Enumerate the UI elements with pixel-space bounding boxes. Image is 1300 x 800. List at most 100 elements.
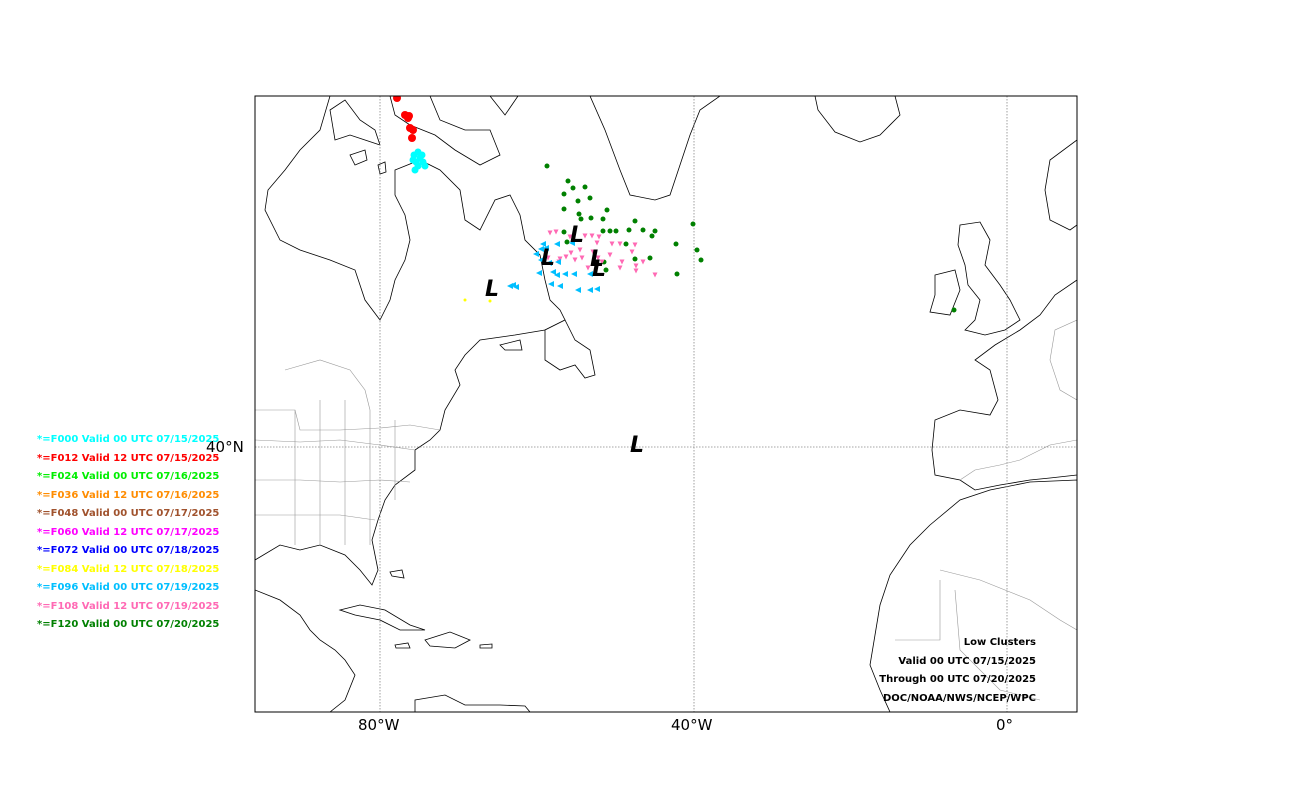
f120-marker bbox=[544, 163, 550, 169]
f120-marker bbox=[582, 184, 588, 190]
f108-marker bbox=[590, 249, 596, 255]
legend-item: *=F060 Valid 12 UTC 07/17/2025 bbox=[37, 526, 220, 538]
legend-item: *=F000 Valid 00 UTC 07/15/2025 bbox=[37, 434, 220, 445]
f096-marker bbox=[571, 271, 577, 277]
f108-marker bbox=[553, 229, 559, 235]
political-borders bbox=[255, 319, 1077, 701]
f108-marker bbox=[633, 263, 639, 269]
f120-marker bbox=[561, 206, 567, 212]
x-tick-0: 0° bbox=[996, 716, 1014, 734]
legend-item: *=F120 Valid 00 UTC 07/20/2025 bbox=[37, 619, 220, 630]
legend-item: *=F036 Valid 12 UTC 07/16/2025 bbox=[37, 489, 220, 501]
f108-marker bbox=[607, 252, 613, 258]
f120-marker bbox=[587, 195, 593, 201]
f084-marker bbox=[488, 299, 492, 303]
f120-marker bbox=[623, 241, 629, 247]
f120-marker bbox=[626, 227, 632, 233]
f096-marker bbox=[538, 257, 544, 263]
baffin-islands bbox=[329, 96, 501, 175]
f000-marker bbox=[409, 156, 417, 164]
credits-title: Low Clusters bbox=[963, 637, 1036, 648]
f120-marker bbox=[600, 216, 606, 222]
f108-marker bbox=[632, 242, 638, 248]
f108-marker bbox=[640, 259, 646, 265]
f096-marker bbox=[587, 271, 593, 277]
caribbean-islands bbox=[338, 569, 531, 712]
map-border bbox=[254, 95, 1078, 713]
f108-marker bbox=[617, 241, 623, 247]
f108-marker bbox=[596, 234, 602, 240]
f108-marker bbox=[545, 255, 551, 261]
legend-item: *=F012 Valid 12 UTC 07/15/2025 bbox=[37, 452, 220, 464]
f000-marker bbox=[418, 151, 426, 159]
f096-marker bbox=[594, 286, 600, 292]
f096-marker bbox=[543, 245, 549, 251]
low-symbol: L bbox=[592, 257, 606, 282]
f108-marker bbox=[594, 240, 600, 246]
europe-africa-land bbox=[869, 139, 1077, 712]
f108-marker bbox=[595, 255, 601, 261]
credits-agency: DOC/NOAA/NWS/NCEP/WPC bbox=[883, 692, 1036, 704]
newfoundland bbox=[499, 319, 596, 379]
low-symbol: L bbox=[590, 247, 604, 272]
f108-marker bbox=[557, 256, 563, 262]
x-tick-80w: 80°W bbox=[358, 716, 400, 734]
f108-marker bbox=[609, 241, 615, 247]
f120-marker bbox=[578, 216, 584, 222]
greenland-land bbox=[489, 96, 901, 201]
f120-marker bbox=[607, 228, 613, 234]
legend-item: *=F072 Valid 00 UTC 07/18/2025 bbox=[37, 545, 220, 556]
f120-marker bbox=[576, 211, 582, 217]
f012-marker bbox=[408, 134, 416, 142]
f108-marker bbox=[567, 234, 573, 240]
f108-marker bbox=[633, 268, 639, 274]
f120-marker bbox=[613, 228, 619, 234]
f096-marker bbox=[513, 284, 519, 290]
f120-marker bbox=[674, 271, 680, 277]
f108-marker bbox=[589, 233, 595, 239]
f120-marker bbox=[698, 257, 704, 263]
f120-marker bbox=[561, 229, 567, 235]
low-symbol: L bbox=[630, 433, 644, 458]
f096-marker bbox=[554, 272, 560, 278]
legend-item: *=F024 Valid 00 UTC 07/16/2025 bbox=[37, 471, 220, 482]
f096-marker bbox=[507, 283, 513, 289]
f120-marker bbox=[951, 307, 957, 313]
f120-marker bbox=[565, 178, 571, 184]
f012-marker bbox=[393, 96, 401, 102]
f108-marker bbox=[619, 259, 625, 265]
f096-marker bbox=[533, 251, 539, 257]
f096-marker bbox=[562, 271, 568, 277]
f096-marker bbox=[540, 241, 546, 247]
f096-marker bbox=[575, 287, 581, 293]
f108-marker bbox=[572, 257, 578, 263]
f120-marker bbox=[690, 221, 696, 227]
low-symbol: L bbox=[541, 246, 555, 271]
f108-marker bbox=[582, 233, 588, 239]
legend-item: *=F084 Valid 12 UTC 07/18/2025 bbox=[37, 563, 220, 575]
legend-item: *=F096 Valid 00 UTC 07/19/2025 bbox=[37, 582, 220, 593]
f000-marker bbox=[421, 162, 429, 170]
legend-item: *=F048 Valid 00 UTC 07/17/2025 bbox=[37, 508, 220, 519]
f120-marker bbox=[649, 233, 655, 239]
f120-marker bbox=[652, 228, 658, 234]
f108-marker bbox=[599, 259, 605, 265]
f108-marker bbox=[652, 272, 658, 278]
f012-marker bbox=[409, 126, 417, 134]
credits-valid: Valid 00 UTC 07/15/2025 bbox=[898, 655, 1036, 667]
f120-marker bbox=[632, 218, 638, 224]
f096-marker bbox=[587, 287, 593, 293]
f096-marker bbox=[569, 240, 575, 246]
low-symbols: L L L L L L bbox=[485, 223, 644, 458]
f120-marker bbox=[588, 215, 594, 221]
f096-marker bbox=[546, 260, 552, 266]
north-america-land bbox=[255, 96, 566, 712]
f108-marker bbox=[585, 265, 591, 271]
f120-marker bbox=[600, 228, 606, 234]
f096-marker bbox=[550, 269, 556, 275]
f120-marker bbox=[564, 239, 570, 245]
f108-marker bbox=[563, 254, 569, 260]
low-symbol: L bbox=[570, 223, 584, 248]
f096-marker bbox=[557, 283, 563, 289]
